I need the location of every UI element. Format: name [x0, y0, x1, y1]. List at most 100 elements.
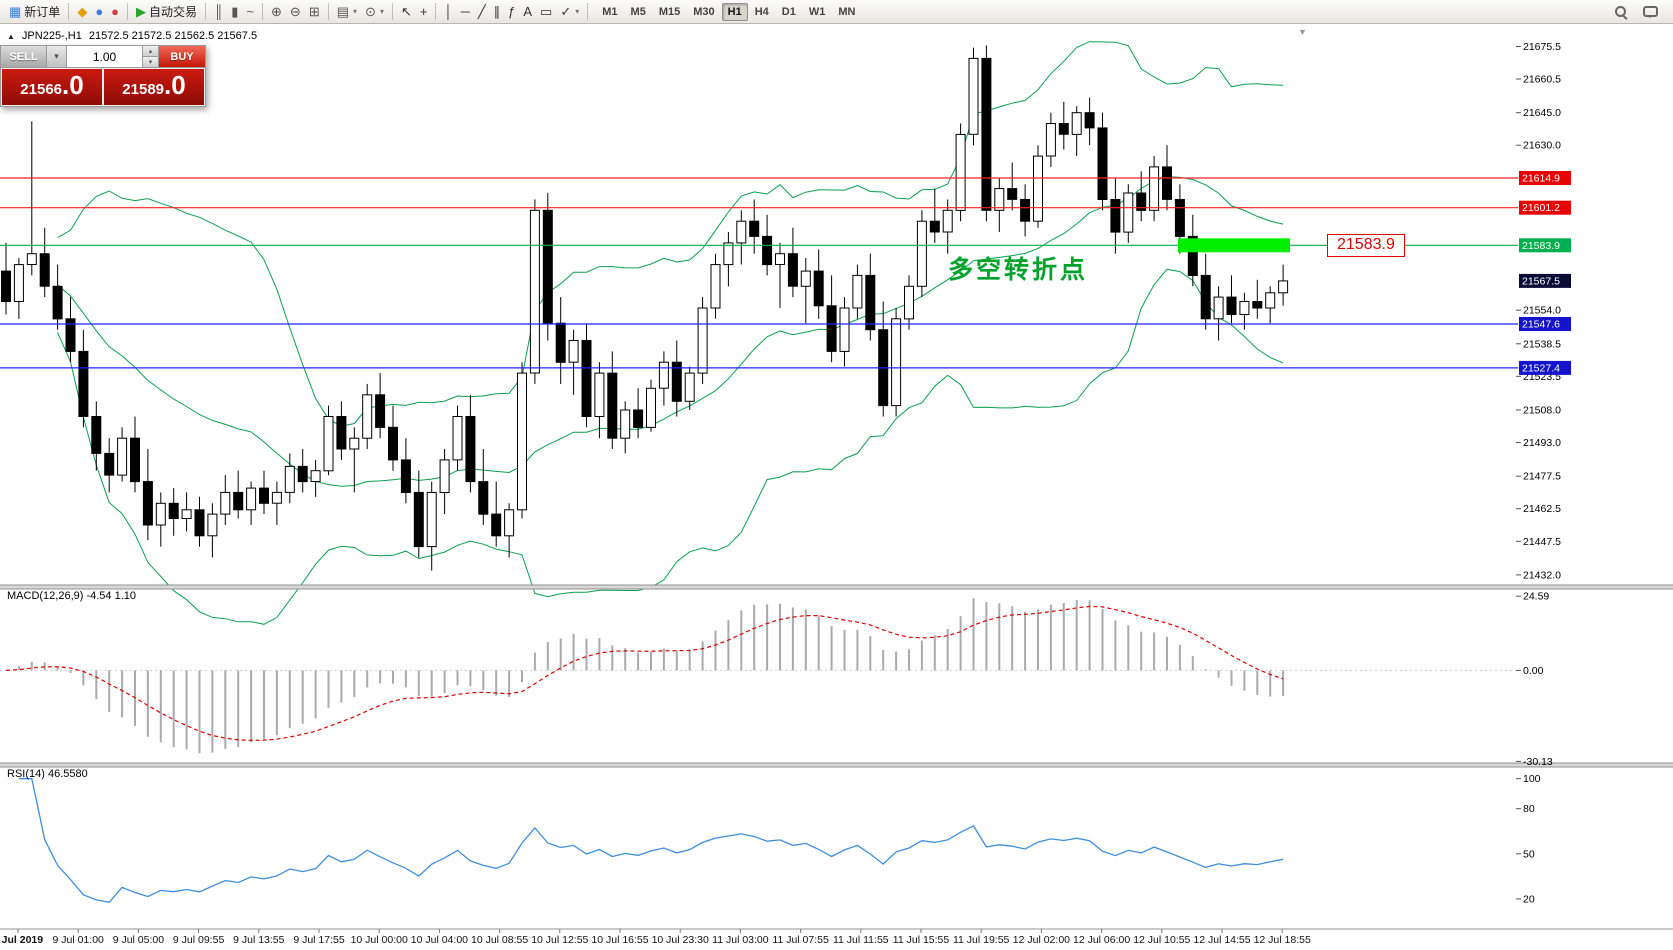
line-chart-button[interactable]: ~ — [242, 2, 258, 22]
market-button[interactable]: ◆ — [73, 2, 91, 22]
timeframe-m30[interactable]: M30 — [693, 5, 715, 18]
timeframe-mn[interactable]: MN — [838, 5, 856, 18]
sell-price-int: 21566 — [20, 81, 63, 98]
svg-text:10 Jul 23:30: 10 Jul 23:30 — [652, 934, 709, 946]
new-chart-button[interactable]: ▤ ▾ — [333, 2, 361, 22]
svg-text:21508.0: 21508.0 — [1523, 405, 1561, 417]
svg-text:21462.5: 21462.5 — [1523, 503, 1561, 515]
svg-text:11 Jul 19:55: 11 Jul 19:55 — [953, 934, 1010, 946]
new-order-button-label: 新订单 — [24, 5, 61, 19]
timeframe-m15[interactable]: M15 — [658, 5, 681, 18]
volume-increase-button[interactable]: ▴ — [143, 46, 158, 57]
channel-icon: ∥ — [493, 4, 501, 19]
trade-panel-controls: SELL ▾ 1.00 ▴ ▾ BUY — [1, 46, 205, 68]
zoom-out-icon: ⊖ — [289, 4, 301, 19]
svg-text:80: 80 — [1523, 803, 1535, 815]
svg-text:9 Jul 01:00: 9 Jul 01:00 — [53, 934, 105, 946]
timeframe-h4[interactable]: H4 — [754, 5, 769, 18]
price-chart[interactable]: 21675.5 21660.5 21645.0 21630.0 21554.0 21538… — [0, 24, 1673, 950]
svg-text:21645.0: 21645.0 — [1523, 107, 1561, 119]
volume-dropdown[interactable]: ▾ — [47, 46, 67, 67]
buy-price[interactable]: 21589.0 — [104, 69, 204, 105]
new-order-button[interactable]: ▦ 新订单 — [5, 2, 64, 22]
price-badge — [1519, 200, 1571, 215]
timeframe-toolbar: M1 M5 M15 M30 H1 H4 D1 W1 MN — [596, 2, 861, 21]
svg-text:21432.0: 21432.0 — [1523, 569, 1561, 581]
tile-windows-button[interactable]: ⊞ — [305, 2, 324, 22]
svg-text:9 Jul 09:55: 9 Jul 09:55 — [173, 934, 225, 946]
chat-icon — [1643, 6, 1658, 18]
timeframe-h1[interactable]: H1 — [721, 2, 748, 21]
one-click-trading-panel: SELL ▾ 1.00 ▴ ▾ BUY 21566.0 21589.0 — [0, 45, 206, 107]
crosshair-button[interactable]: + — [416, 2, 432, 22]
bar-chart-button[interactable]: ║ — [210, 2, 227, 22]
toolbar-button-groups: ▦ 新订单 ◆ ● ● ▶ 自动交易 ║ ▮ ~ ⊕ ⊖ ⊞ ▤ ▾ ⊙ ▾ ↖ + │ ─ ╱ ∥ ƒ A ▭ ✓ ▾ — [5, 2, 583, 22]
svg-text:21675.5: 21675.5 — [1523, 41, 1561, 53]
time-axis[interactable]: 8 Jul 2019 9 Jul 01:00 9 Jul 05:00 9 Jul 09… — [0, 929, 1311, 946]
ohlc-readout: 21572.5 21572.5 21562.5 21567.5 — [88, 30, 258, 42]
timeframe-m5[interactable]: M5 — [630, 5, 646, 18]
svg-text:11 Jul 07:55: 11 Jul 07:55 — [772, 934, 829, 946]
candlestick-chart-button[interactable]: ▮ — [227, 2, 242, 22]
volume-input[interactable]: 1.00 — [67, 46, 142, 67]
tile-windows-icon: ⊞ — [308, 4, 320, 19]
svg-text:-30.13: -30.13 — [1523, 756, 1553, 768]
toolbar-separator — [391, 3, 393, 20]
timeframe-d1[interactable]: D1 — [781, 5, 796, 18]
channel-button[interactable]: ∥ — [490, 2, 505, 22]
svg-text:24.59: 24.59 — [1523, 591, 1549, 603]
cursor-button[interactable]: ↖ — [397, 2, 416, 22]
volume-stepper: ▴ ▾ — [142, 46, 159, 67]
toolbar-separator — [587, 3, 589, 20]
text-button[interactable]: A — [519, 2, 536, 22]
text-icon: A — [523, 4, 533, 19]
timeframe-m1[interactable]: M1 — [602, 5, 618, 18]
horizontal-lines[interactable] — [0, 177, 1518, 369]
horizontal-line-button[interactable]: ─ — [457, 2, 474, 22]
sell-button[interactable]: SELL — [1, 46, 47, 67]
symbol-name: JPN225-,H1 — [21, 30, 82, 42]
trendline-icon: ╱ — [477, 4, 486, 19]
volume-decrease-button[interactable]: ▾ — [143, 57, 158, 67]
zoom-in-button[interactable]: ⊕ — [267, 2, 286, 22]
fibonacci-button[interactable]: ƒ — [504, 2, 519, 22]
candlestick-series — [1, 45, 1289, 571]
chat-button[interactable] — [1639, 2, 1662, 22]
profiles-icon: ⊙ — [365, 4, 376, 19]
chart-shift-marker[interactable]: ▼ — [1298, 27, 1307, 37]
svg-text:21614.9: 21614.9 — [1522, 173, 1560, 185]
fibonacci-icon: ƒ — [508, 4, 516, 19]
buy-button[interactable]: BUY — [159, 46, 205, 67]
price-callout-label[interactable]: 21583.9 — [1327, 234, 1405, 257]
panel-separators — [0, 584, 1673, 930]
buy-price-int: 21589 — [122, 81, 165, 98]
vertical-line-button[interactable]: │ — [440, 2, 456, 22]
chevron-down-icon: ▾ — [379, 7, 384, 16]
toolbar-separator — [262, 3, 264, 20]
rsi-label: RSI(14) 46.5580 — [7, 768, 88, 780]
svg-text:21547.6: 21547.6 — [1522, 319, 1560, 331]
chart-annotation-text[interactable]: 多空转折点 — [948, 257, 1089, 284]
zoom-in-icon: ⊕ — [271, 4, 282, 19]
svg-text:11 Jul 11:55: 11 Jul 11:55 — [833, 934, 889, 946]
new-order-icon: ▦ — [9, 4, 22, 19]
news-button[interactable]: ● — [107, 2, 123, 22]
trendline-button[interactable]: ╱ — [474, 2, 490, 22]
svg-text:21660.5: 21660.5 — [1523, 74, 1561, 86]
signals-button[interactable]: ● — [91, 2, 107, 22]
svg-text:9 Jul 17:55: 9 Jul 17:55 — [293, 934, 345, 946]
label-button[interactable]: ▭ — [536, 2, 556, 22]
search-button[interactable] — [1610, 2, 1631, 22]
zoom-out-button[interactable]: ⊖ — [286, 2, 305, 22]
main-toolbar: ▦ 新订单 ◆ ● ● ▶ 自动交易 ║ ▮ ~ ⊕ ⊖ ⊞ ▤ ▾ ⊙ ▾ ↖ + │ ─ ╱ ∥ ƒ A ▭ ✓ ▾ M1 M5 M1… — [0, 0, 1673, 24]
toolbar-separator — [205, 3, 207, 20]
sell-price[interactable]: 21566.0 — [2, 69, 102, 105]
timeframe-w1[interactable]: W1 — [808, 5, 826, 18]
svg-text:21601.2: 21601.2 — [1522, 202, 1560, 214]
svg-text:12 Jul 14:55: 12 Jul 14:55 — [1193, 934, 1250, 946]
svg-text:21493.0: 21493.0 — [1523, 437, 1561, 449]
profiles-button[interactable]: ⊙ ▾ — [361, 2, 388, 22]
arrows-button[interactable]: ✓ ▾ — [556, 2, 583, 22]
highlight-bar[interactable] — [1178, 238, 1290, 253]
autotrading-button[interactable]: ▶ 自动交易 — [132, 2, 201, 22]
